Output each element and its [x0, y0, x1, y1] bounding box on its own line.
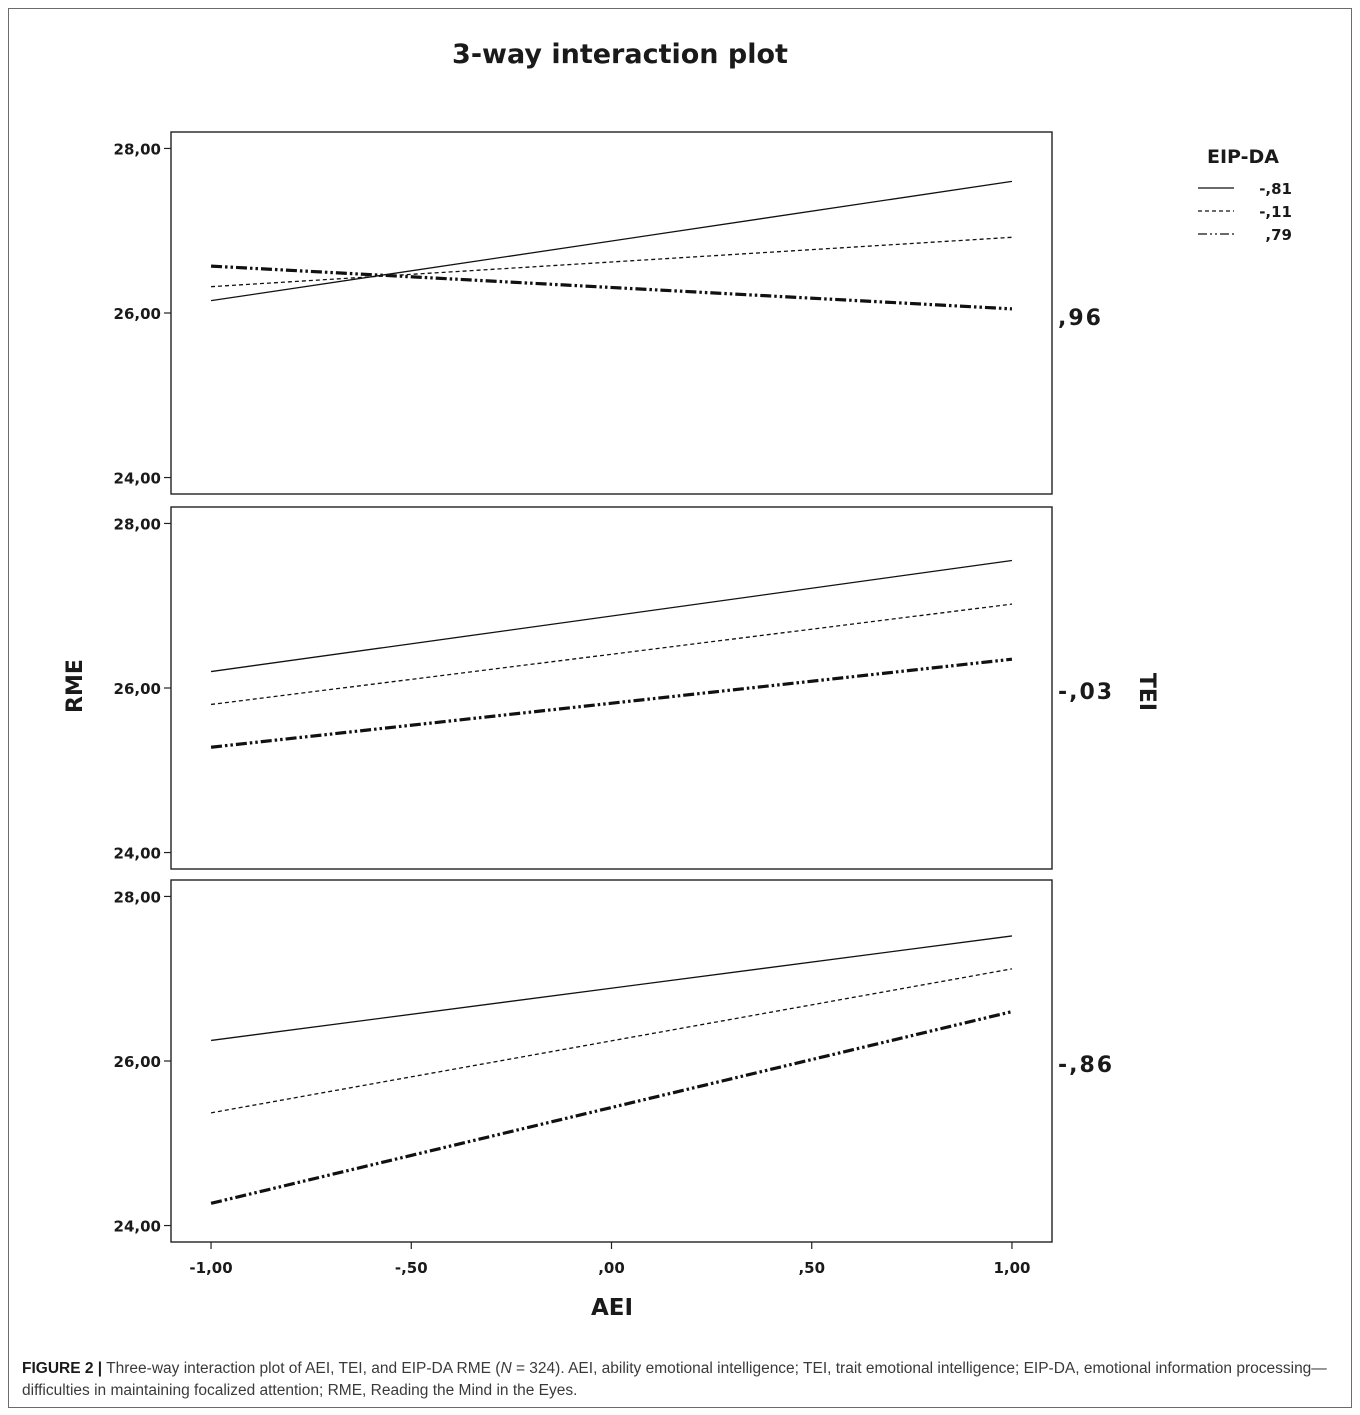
- x-tick-label: 1,00: [993, 1259, 1030, 1277]
- y-tick-label: 28,00: [114, 515, 161, 533]
- series-line-2: [211, 236, 1012, 288]
- series-line-1: [210, 180, 1013, 302]
- y-tick-label: 28,00: [114, 140, 161, 158]
- y-tick-label: 24,00: [114, 470, 161, 488]
- legend-title: EIP-DA: [1207, 146, 1279, 168]
- series-line-2: [210, 968, 1013, 1114]
- x-tick-label: -,50: [395, 1259, 428, 1277]
- y-tick-label: 24,00: [114, 845, 161, 863]
- interaction-chart: 3-way interaction plot EIP-DA -,81 -,11 …: [63, 39, 1292, 1321]
- panels-layer: 24,0026,0028,00,9624,0026,0028,00-,0324,…: [114, 131, 1114, 1243]
- panel-frame: [170, 506, 1053, 870]
- caption-text-part1: Three-way interaction plot of AEI, TEI, …: [102, 1360, 501, 1377]
- chart-title: 3-way interaction plot: [452, 39, 788, 70]
- x-tick-label: ,00: [598, 1259, 625, 1277]
- figure-frame: [8, 8, 1352, 1408]
- series-line-2: [210, 603, 1013, 706]
- series-line-1: [210, 559, 1013, 673]
- panel-1: 24,00 26,00 28,00 ,96: [114, 131, 1103, 495]
- caption-text-part2: = 324). AEI, ability emotional intellige…: [22, 1360, 1327, 1399]
- panel-frame: [170, 131, 1053, 495]
- y-tick-label: 26,00: [114, 1053, 161, 1071]
- facet-value-label: -,03: [1058, 680, 1114, 705]
- y-tick-label: 24,00: [114, 1218, 161, 1236]
- caption-label: FIGURE 2 |: [22, 1360, 103, 1377]
- series-line-3: [210, 264, 1013, 311]
- legend: EIP-DA -,81 -,11 ,79: [1198, 146, 1292, 244]
- y-tick-label: 28,00: [114, 888, 161, 906]
- y-tick-label: 26,00: [114, 680, 161, 698]
- legend-entry-3: ,79: [1265, 226, 1292, 244]
- x-axis-ticks: -1,00 -,50 ,00 ,50 1,00: [189, 1242, 1030, 1277]
- panel-2: 24,00 26,00 28,00 -,03: [114, 506, 1114, 870]
- facet-value-label: -,86: [1058, 1053, 1114, 1078]
- y-axis-label: RME: [63, 659, 88, 713]
- y-tick-label: 26,00: [114, 305, 161, 323]
- facet-axis-label: TEI: [1134, 673, 1159, 711]
- x-axis-label: AEI: [591, 1295, 633, 1321]
- x-tick-label: ,50: [798, 1259, 825, 1277]
- panel-3: 24,00 26,00 28,00 -,86: [114, 879, 1114, 1243]
- facet-value-label: ,96: [1058, 306, 1103, 331]
- legend-entry-1: -,81: [1259, 180, 1292, 198]
- x-tick-label: -1,00: [189, 1259, 232, 1277]
- legend-entry-2: -,11: [1259, 203, 1292, 221]
- series-line-1: [210, 935, 1013, 1042]
- panel-frame: [170, 879, 1053, 1243]
- figure-caption: FIGURE 2 | Three-way interaction plot of…: [22, 1358, 1338, 1402]
- caption-n-symbol: N: [500, 1360, 512, 1377]
- series-line-3: [210, 657, 1013, 749]
